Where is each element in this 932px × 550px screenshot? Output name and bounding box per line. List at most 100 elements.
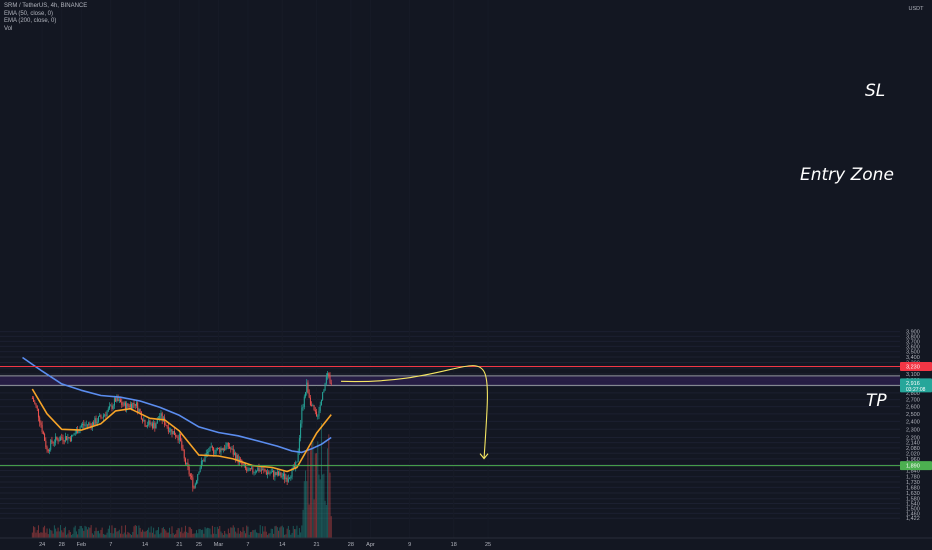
volume-bar [39,533,41,538]
candle-body [120,399,122,403]
volume-bar [46,528,48,538]
candle-body [106,411,108,416]
candle-body [142,419,144,422]
candle-body [225,445,227,450]
legend-ema200[interactable]: EMA (200, close, 0) [4,18,57,24]
volume-bar [60,525,62,538]
volume-bar [171,526,173,538]
entry-zone [0,375,900,386]
candle-body [145,426,147,428]
price-tick: 2,500 [906,412,920,418]
candle-body [211,446,213,448]
candle-body [156,418,158,424]
volume-bar [122,534,124,538]
volume-bar [204,527,206,538]
candle-body [191,476,193,478]
volume-bar [63,528,65,538]
volume-bar [90,525,92,538]
volume-bar [198,529,200,538]
volume-bar [226,534,228,538]
candle-body [67,437,69,441]
volume-bar [216,526,218,538]
volume-bar [167,532,169,538]
time-tick: 25 [196,542,202,548]
candle-body [124,402,126,411]
candle-body [88,423,90,426]
volume-bar [241,532,243,538]
candle-body [53,442,55,444]
volume-bar [191,529,193,538]
volume-bar [273,533,275,538]
levels [0,365,900,467]
candle-body [85,424,87,426]
candle-body [300,423,302,439]
volume-bar [62,532,64,538]
volume-bar [120,533,122,538]
volume-bar [124,525,126,538]
candle-body [298,438,300,452]
price-tick: 1,500 [906,506,920,512]
time-axis[interactable]: 24 28 Feb 7 14 21 25 Mar 7 14 21 28 Apr 9 18 25 [0,537,932,548]
volume-bar [176,530,178,538]
candle-body [41,424,43,432]
candle-body [236,455,238,461]
legend-symbol[interactable]: SRM / TetherUS, 4h, BINANCE [4,3,88,9]
volume-bar [74,525,76,538]
candle-body [257,467,259,472]
price-tick: 2,600 [906,405,920,411]
candle-body [148,420,150,426]
volume-bar [289,529,291,538]
candle-body [224,448,226,450]
price-tick: 1,960 [906,457,920,463]
candle-body [161,413,163,421]
candle-body [290,476,292,478]
volume-bar [110,532,112,538]
volume-bar [170,534,172,538]
volume-bar [83,530,85,538]
candle-body [279,472,281,476]
volume-bar [48,528,50,538]
candle-body [167,426,169,432]
candle-body [110,405,112,407]
tp-price-tag [900,461,932,471]
volume-bar [40,532,42,538]
candle-body [75,429,77,434]
volume-bar [303,481,305,538]
candle-body [116,396,118,402]
candle-body [248,468,250,471]
volume-bar [77,534,79,538]
price-axis[interactable]: USDT3,9003,8003,7003,6003,5003,4003,3003… [900,0,932,550]
candle-body [231,448,233,450]
volume-bar [142,529,144,538]
candle-body [115,398,117,402]
volume-bar [297,534,299,538]
candle-body [267,472,269,475]
volume-bar [31,532,33,538]
volume-bar [265,531,267,538]
volume-bar [246,525,248,538]
candle-body [138,409,140,412]
candle-body [306,382,308,393]
volume-bar [280,526,282,538]
candle-body [280,472,282,478]
candle-body [80,425,82,428]
candle-body [289,477,291,479]
candle-body [45,440,47,448]
volume-bar [105,534,107,538]
candle-body [170,429,172,432]
volume-bar [93,534,95,538]
volume-bar [146,529,148,538]
candle-body [105,414,107,416]
volume-bar [251,531,253,538]
volume-bar [175,533,177,538]
volume-bar [307,449,309,538]
volume-bar [183,531,185,538]
candle-body [273,470,275,477]
candle-body [42,431,44,434]
price-tick: 1,540 [906,501,920,507]
volume-bar [149,532,151,538]
legend-ema50[interactable]: EMA (50, close, 0) [4,10,54,17]
candle-body [186,462,188,464]
legend-vol[interactable]: Vol [4,25,13,32]
